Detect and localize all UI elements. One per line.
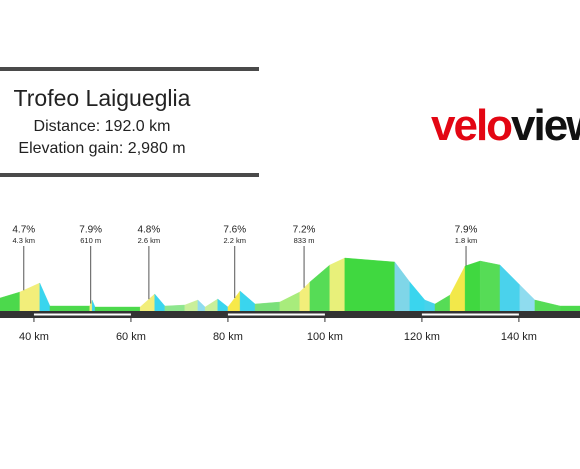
climb-gradient: 4.8% — [137, 225, 160, 236]
x-tick-label: 40 km — [19, 331, 49, 343]
profile-segment — [299, 281, 311, 314]
climb-length: 610 m — [80, 236, 101, 245]
profile-segment — [19, 282, 40, 314]
profile-segment — [0, 291, 21, 314]
climb-length: 833 m — [294, 236, 315, 245]
x-tick-label: 60 km — [116, 331, 146, 343]
x-tick-label: 120 km — [404, 331, 440, 343]
profile-segment — [204, 298, 218, 314]
profile-segment — [227, 290, 241, 314]
header-rule — [0, 67, 259, 71]
profile-segment — [499, 264, 521, 314]
logo-part: viewer — [511, 101, 580, 150]
climb-gradient: 7.9% — [79, 225, 102, 236]
elevation-gain: Elevation gain: 2,980 m — [18, 140, 185, 157]
climb-length: 1.8 km — [455, 236, 478, 245]
profile-segment — [479, 260, 501, 314]
profile-segment — [239, 290, 256, 314]
logo: veloviewer — [431, 101, 580, 150]
profile-segment — [519, 284, 536, 314]
profile-segment — [154, 293, 166, 314]
climb-gradient: 7.2% — [293, 225, 316, 236]
profile-segment — [434, 294, 451, 314]
x-tick-label: 140 km — [501, 331, 537, 343]
profile-segment — [139, 293, 155, 314]
profile-segment — [279, 291, 300, 314]
header-rule — [0, 173, 259, 177]
profile-segment — [39, 282, 51, 314]
profile-segment — [344, 257, 395, 314]
profile-segment — [409, 281, 426, 314]
profile-segment — [329, 257, 345, 314]
logo-part: velo — [431, 101, 512, 150]
climb-gradient: 7.9% — [455, 225, 478, 236]
profile-segment — [449, 265, 466, 314]
profile-segment — [309, 264, 330, 314]
x-tick-label: 100 km — [307, 331, 343, 343]
profile-segment — [464, 260, 481, 314]
climb-length: 2.2 km — [223, 236, 246, 245]
profile-segment — [394, 261, 410, 314]
title: Trofeo Laigueglia — [14, 85, 191, 111]
climb-gradient: 7.6% — [223, 225, 246, 236]
climb-length: 4.3 km — [13, 236, 36, 245]
plot: 40 km 60 km 80 km 100 km 120 km 140 km 4.7%4.3… — [0, 225, 580, 343]
climb-length: 2.6 km — [138, 236, 161, 245]
climb-gradient: 4.7% — [12, 225, 35, 236]
profile-segment — [217, 298, 229, 314]
x-tick-label: 80 km — [213, 331, 243, 343]
distance: Distance: 192.0 km — [34, 118, 171, 135]
